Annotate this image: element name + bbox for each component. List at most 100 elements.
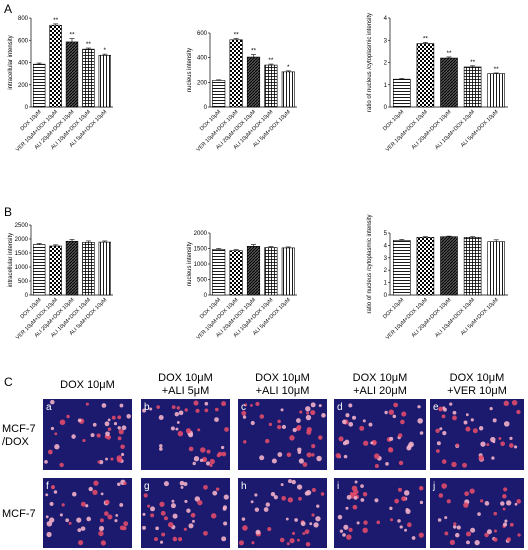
cell <box>484 501 490 506</box>
cell <box>368 422 373 427</box>
cell <box>116 455 123 461</box>
cell <box>502 494 507 499</box>
micrograph-letter: c <box>241 402 246 413</box>
cell <box>156 405 160 409</box>
bar <box>416 237 435 296</box>
significance-label: ** <box>69 32 75 39</box>
bar <box>281 71 295 108</box>
cell <box>100 492 104 496</box>
cell <box>59 513 63 517</box>
bar <box>32 63 46 108</box>
cell <box>356 521 360 525</box>
cell <box>441 483 447 489</box>
cell <box>417 418 423 424</box>
y-tick-label: 2500 <box>15 223 29 229</box>
cell <box>384 410 388 415</box>
cell <box>66 414 70 419</box>
cell <box>449 402 453 406</box>
cell <box>362 492 368 497</box>
cell <box>251 541 255 545</box>
cell <box>179 480 185 486</box>
cell <box>104 511 109 516</box>
cell <box>310 402 316 408</box>
bar <box>463 66 482 108</box>
micrograph-letter: g <box>144 481 150 492</box>
cell <box>305 414 312 421</box>
cell <box>154 537 158 542</box>
cell <box>280 483 284 487</box>
cell <box>204 401 209 406</box>
y-tick-label: 1500 <box>194 247 208 253</box>
micrograph-f: f <box>43 478 132 548</box>
cell <box>61 503 65 507</box>
cell <box>107 427 112 432</box>
micrograph-j: j <box>430 478 524 548</box>
bar <box>229 250 243 296</box>
cell <box>466 531 472 537</box>
cell <box>76 517 82 523</box>
cell <box>205 461 211 466</box>
micrograph-c: c <box>238 399 327 470</box>
cell <box>188 446 194 452</box>
cell <box>311 443 316 449</box>
cell <box>77 528 82 533</box>
cell <box>299 410 303 414</box>
cell <box>150 513 155 518</box>
micrograph-letter: e <box>433 402 439 413</box>
cell <box>119 403 124 408</box>
cell <box>393 402 399 408</box>
cell <box>310 410 316 416</box>
cell <box>345 413 350 418</box>
cell <box>348 527 353 533</box>
cell <box>493 537 498 542</box>
cell <box>193 400 199 406</box>
y-tick-label: 1000 <box>15 265 29 271</box>
cell <box>174 411 180 417</box>
cell <box>224 427 229 432</box>
cell <box>339 529 344 533</box>
y-tick-label: 600 <box>18 38 29 44</box>
cell <box>142 408 147 413</box>
cell <box>503 400 509 407</box>
y-tick-label: 0 <box>204 293 208 299</box>
cell <box>119 503 124 507</box>
cell <box>96 433 101 438</box>
cell <box>117 415 122 420</box>
cell <box>99 459 104 465</box>
micrograph-letter: h <box>241 481 247 492</box>
cell <box>436 441 441 446</box>
cell <box>241 410 247 416</box>
significance-label: * <box>287 64 290 71</box>
bar <box>416 43 435 108</box>
cell <box>494 529 497 533</box>
cell <box>474 539 480 546</box>
cell <box>345 506 349 510</box>
cell <box>338 436 344 442</box>
cell <box>305 489 312 496</box>
significance-label: ** <box>423 35 429 42</box>
cell <box>65 518 70 523</box>
column-header: +VER 10μM <box>447 385 507 397</box>
cell <box>203 484 208 490</box>
cell <box>506 500 512 506</box>
micrograph-e: e <box>430 399 524 470</box>
y-axis-label: ratio of nucleus /cytoplasmic intensity <box>367 13 373 112</box>
column-header: DOX 10μM <box>450 372 505 384</box>
cell <box>444 531 449 536</box>
cell <box>288 479 292 484</box>
cell <box>255 529 261 535</box>
bar <box>98 54 112 108</box>
cell <box>316 504 320 508</box>
cell <box>118 429 124 435</box>
cell <box>401 496 407 502</box>
cell <box>78 540 84 546</box>
y-axis-label: nucleus intensity <box>187 48 193 92</box>
cell <box>446 499 451 504</box>
cell <box>362 527 368 534</box>
cell <box>90 433 95 438</box>
cell <box>397 519 401 523</box>
cell <box>46 531 52 538</box>
cell <box>238 540 244 546</box>
cell <box>101 403 107 408</box>
